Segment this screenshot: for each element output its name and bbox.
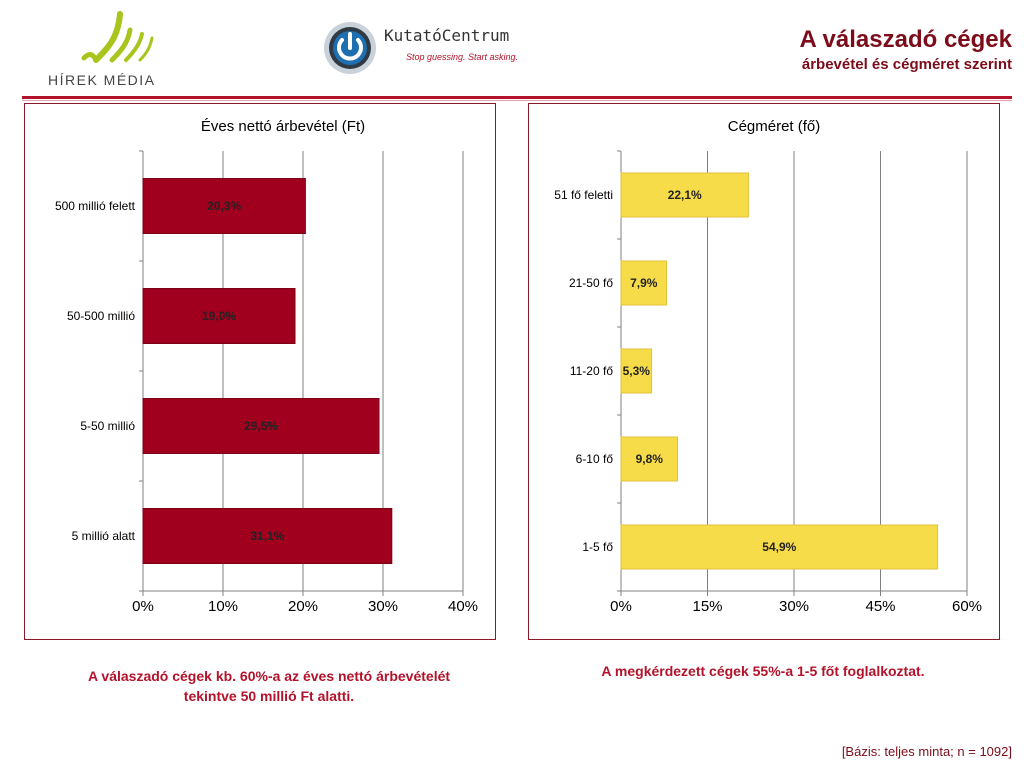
revenue-x-tick-label: 0% [132, 598, 154, 615]
kutato-centrum-tagline: Stop guessing. Start asking. [406, 52, 519, 62]
size-data-label: 5,3% [623, 364, 651, 378]
size-x-tick-label: 45% [865, 598, 895, 615]
revenue-x-tick-label: 20% [288, 598, 318, 615]
revenue-bar [142, 288, 296, 344]
sample-basis-note: [Bázis: teljes minta; n = 1092] [841, 744, 1012, 759]
size-bar [620, 524, 939, 570]
size-category-label: 51 fő feletti [554, 188, 613, 202]
revenue-data-label: 29,5% [244, 419, 278, 433]
revenue-chart-panel: Éves nettó árbevétel (Ft) 0% 10% 20% 30% 40% 2… [24, 103, 496, 640]
header-divider [22, 96, 1012, 99]
kutato-centrum-brand: KutatóCentrum [384, 26, 510, 45]
hirek-media-logo-text: HÍREK MÉDIA [48, 72, 156, 88]
revenue-category-label: 5 millió alatt [72, 529, 136, 543]
company-size-chart-panel: Cégméret (fő) 0% 15% 30% 45% 60% 22,1% 51 fő fe… [528, 103, 1000, 640]
revenue-data-label: 20,3% [207, 199, 241, 213]
size-category-label: 21-50 fő [569, 276, 613, 290]
company-size-chart: Cégméret (fő) 0% 15% 30% 45% 60% 22,1% 51 fő fe… [554, 118, 982, 615]
size-data-label: 22,1% [668, 188, 702, 202]
size-data-label: 54,9% [762, 540, 796, 554]
size-category-label: 1-5 fő [582, 540, 613, 554]
kutato-centrum-logo: KutatóCentrum Stop guessing. Start askin… [322, 18, 552, 78]
size-data-label: 9,8% [636, 452, 664, 466]
size-x-tick-label: 30% [779, 598, 809, 615]
size-category-label: 6-10 fő [576, 452, 614, 466]
company-size-caption: A megkérdezett cégek 55%-a 1-5 főt fogla… [601, 663, 925, 679]
slide-title: A válaszadó cégek [799, 26, 1012, 53]
revenue-bar [142, 398, 380, 454]
size-bar [620, 436, 679, 482]
size-x-tick-label: 0% [610, 598, 632, 615]
revenue-caption: A válaszadó cégek kb. 60%-a az éves nett… [24, 666, 514, 706]
power-button-icon [324, 22, 376, 74]
size-x-tick-label: 60% [952, 598, 982, 615]
slide-subtitle: árbevétel és cégméret szerint [801, 56, 1012, 73]
header-divider-thin [22, 100, 1012, 101]
revenue-chart-title: Éves nettó árbevétel (Ft) [201, 118, 365, 135]
size-x-tick-label: 15% [692, 598, 722, 615]
revenue-data-label: 19,0% [202, 309, 236, 323]
revenue-caption-line1: A válaszadó cégek kb. 60%-a az éves nett… [87, 668, 451, 684]
revenue-category-label: 5-50 millió [80, 419, 135, 433]
size-chart-title: Cégméret (fő) [728, 118, 821, 135]
revenue-chart: Éves nettó árbevétel (Ft) 0% 10% 20% 30% 40% 2… [55, 118, 478, 615]
size-bar [620, 348, 653, 394]
revenue-x-tick-label: 30% [368, 598, 398, 615]
slide-title-block: A válaszadó cégek árbevétel és cégméret … [799, 26, 1012, 74]
size-bar [620, 172, 749, 218]
revenue-x-tick-label: 40% [448, 598, 478, 615]
revenue-category-label: 50-500 millió [67, 309, 135, 323]
revenue-caption-line2: tekintve 50 millió Ft alatti. [183, 688, 355, 704]
revenue-category-label: 500 millió felett [55, 199, 136, 213]
size-bar [620, 260, 668, 306]
revenue-x-tick-label: 10% [208, 598, 238, 615]
size-category-label: 11-20 fő [570, 364, 613, 378]
revenue-data-label: 31,1% [250, 529, 284, 543]
revenue-bar [142, 178, 306, 234]
revenue-bar [142, 508, 393, 564]
hirek-media-wave-icon [81, 11, 154, 63]
size-data-label: 7,9% [630, 276, 658, 290]
hirek-media-logo: HÍREK MÉDIA [48, 8, 180, 88]
